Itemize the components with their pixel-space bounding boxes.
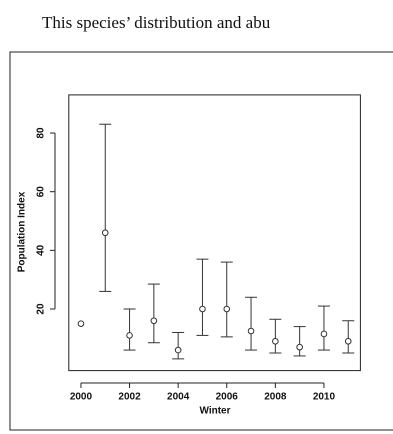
x-axis-label: Winter: [199, 406, 230, 417]
x-tick-label: 2000: [70, 392, 93, 403]
point: [272, 337, 279, 345]
point: [247, 327, 255, 335]
plot-box: [68, 94, 361, 372]
x-tick-label: 2008: [264, 392, 287, 403]
point: [101, 229, 109, 237]
y-tick-label: 20: [36, 303, 47, 315]
intro-text: This species’ distribution and abu: [42, 13, 271, 32]
x-tick-label: 2010: [313, 392, 336, 403]
point: [126, 332, 133, 339]
point: [320, 330, 328, 338]
point: [77, 320, 85, 327]
point: [174, 346, 182, 354]
x-tick-label: 2002: [118, 392, 141, 403]
point: [296, 343, 303, 351]
point: [223, 305, 231, 313]
x-tick-label: 2006: [216, 392, 239, 403]
x-tick-label: 2004: [167, 392, 190, 403]
y-tick-label: 40: [36, 244, 47, 256]
point: [150, 317, 158, 325]
y-tick-label: 60: [36, 186, 47, 198]
y-axis-label: Population Index: [17, 191, 28, 272]
figure-frame: [9, 51, 393, 431]
point: [344, 337, 352, 345]
point: [199, 305, 206, 313]
y-tick-label: 80: [36, 127, 47, 139]
